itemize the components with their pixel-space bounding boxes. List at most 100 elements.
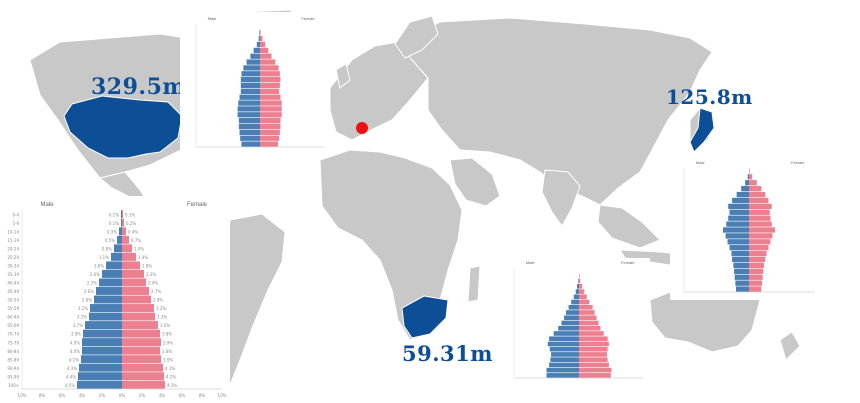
- pyr-world-age-label: 20-24: [7, 246, 19, 251]
- pyr-world-male-value: 0.5%: [105, 238, 115, 243]
- pyr-japan-female-bar: [749, 286, 762, 292]
- pyr-japan-male-bar: [729, 245, 749, 251]
- south-africa-population-label: 59.31m: [402, 341, 493, 366]
- pyr-world-x-tick: 8%: [39, 393, 46, 398]
- pyr-world-age-label: 45-49: [7, 289, 19, 294]
- pyr-usa-female-bar: [260, 88, 280, 94]
- pyr-world-female-value: 3.2%: [156, 306, 166, 311]
- pyr-japan-female-bar: [749, 168, 750, 174]
- pyr-world-female-value: 0.7%: [131, 238, 141, 243]
- pyr-usa-female-bar: [260, 36, 263, 42]
- pyr-world-male-bar: [79, 363, 122, 372]
- pyr-world-female-bar: [122, 278, 146, 287]
- pyr-usa-male-bar: [238, 123, 260, 130]
- pyr-japan-male-bar: [732, 256, 749, 263]
- pyr-usa-female-bar: [260, 123, 281, 130]
- pyr-sa-male-bar: [573, 294, 579, 300]
- pyr-japan-female-bar: [749, 197, 769, 204]
- pyr-world-age-label: 85-89: [7, 357, 19, 362]
- pyr-world-x-tick: 8%: [199, 393, 206, 398]
- pyr-japan-male-bar: [736, 191, 749, 198]
- pyr-world-male-value: 4.0%: [70, 340, 80, 345]
- pyr-usa-male-bar: [237, 106, 260, 112]
- pyr-world-male-bar: [96, 287, 122, 295]
- pyr-world-female-value: 2.2%: [146, 272, 156, 277]
- pyr-world-male-bar: [121, 210, 122, 219]
- pyr-usa-female-bar: [260, 135, 280, 141]
- pyr-world-male-bar: [78, 372, 122, 381]
- pyr-sa-female-label: Female: [621, 260, 635, 265]
- pyr-world-male-value: 4.3%: [67, 366, 77, 371]
- pyr-world-male-value: 2.3%: [87, 281, 97, 286]
- pyr-japan-male-bar: [732, 197, 749, 204]
- landmass-southeast-asia: [597, 204, 661, 249]
- landmass-madagascar: [467, 265, 481, 303]
- pyr-sa-female-bar: [579, 304, 593, 310]
- pyr-world-female-value: 4.3%: [167, 383, 177, 388]
- pyr-world-female-bar: [122, 252, 136, 261]
- pyr-world-age-label: 50-54: [7, 298, 19, 303]
- landmass-scandinavia: [394, 15, 439, 59]
- location-marker: [356, 122, 368, 134]
- pyr-japan-male-bar: [741, 186, 749, 192]
- pyr-usa-female-bar: [260, 53, 272, 59]
- landmass-europe: [329, 41, 429, 141]
- pyr-sa-male-bar: [575, 289, 579, 294]
- pyr-sa-female-bar: [579, 310, 595, 315]
- pyr-world-male-bar: [83, 329, 122, 338]
- pyr-usa-male-bar: [239, 129, 260, 135]
- pyr-sa-male-bar: [549, 362, 579, 368]
- pyr-world-female-bar: [122, 372, 164, 381]
- pyr-world-female-bar: [122, 321, 158, 330]
- pyr-japan-female-bar: [749, 280, 762, 286]
- pyr-japan-female-bar: [749, 203, 772, 210]
- pyr-sa-female-bar: [579, 367, 612, 373]
- pyr-usa-male-bar: [246, 59, 260, 65]
- pyr-japan-male-bar: [728, 215, 749, 221]
- pyr-usa-female-bar: [260, 112, 282, 118]
- pyr-japan-female-bar: [749, 227, 775, 233]
- pyr-world-age-label: 5-9: [12, 221, 19, 226]
- pyr-sa-male-bar: [566, 310, 579, 315]
- pyr-sa-male-bar: [568, 304, 579, 310]
- pyr-world-female-bar: [122, 227, 126, 236]
- japan-pyramid-chart: Male Female: [683, 160, 814, 293]
- pyr-world-male-value: 0.8%: [102, 246, 112, 251]
- usa-population-label: 329.5m: [91, 74, 187, 100]
- pyr-world-female-bar: [122, 380, 165, 389]
- pyr-japan-female-bar: [749, 209, 770, 215]
- pyr-world-age-label: 65-69: [7, 323, 19, 328]
- pyr-sa-male-bar: [546, 367, 579, 373]
- pyr-sa-female-bar: [579, 336, 608, 342]
- pyr-world-age-label: 0-4: [12, 212, 19, 217]
- pyr-world-female-bar: [122, 244, 132, 253]
- pyr-japan-male-bar: [734, 268, 749, 274]
- pyr-world-female-bar: [122, 218, 124, 227]
- pyr-usa-female-bar: [260, 47, 269, 53]
- pyr-usa-male-bar: [253, 47, 260, 53]
- pyr-world-age-label: 30-34: [7, 264, 19, 269]
- pyr-sa-female-bar: [579, 273, 580, 279]
- pyr-world-female-value: 3.8%: [162, 332, 172, 337]
- pyr-world-female-bar: [122, 312, 155, 321]
- pyr-sa-male-bar: [561, 320, 579, 326]
- pyr-sa-female-bar: [579, 331, 604, 336]
- pyr-world-female-bar: [122, 261, 140, 270]
- pyr-world-age-label: 10-14: [7, 229, 19, 234]
- pyr-world-male-bar: [111, 252, 122, 261]
- pyr-sa-female-bar: [579, 315, 597, 321]
- pyr-world-x-tick: 10%: [18, 393, 27, 398]
- pyr-world-male-value: 3.3%: [77, 315, 87, 320]
- country-south-africa: [401, 295, 449, 339]
- pyr-world-male-value: 2.8%: [82, 298, 92, 303]
- pyr-usa-male-bar: [238, 118, 260, 124]
- pyr-sa-male-bar: [551, 352, 579, 357]
- landmass-new-zealand: [779, 331, 801, 361]
- pyr-usa-male-bar: [243, 65, 260, 71]
- pyr-sa-male-label: Male: [526, 260, 535, 265]
- pyr-japan-female-bar: [749, 239, 771, 245]
- pyr-world-male-value: 3.2%: [78, 306, 88, 311]
- pyr-world-male-bar: [90, 304, 122, 312]
- pyr-world-male-bar: [94, 295, 122, 304]
